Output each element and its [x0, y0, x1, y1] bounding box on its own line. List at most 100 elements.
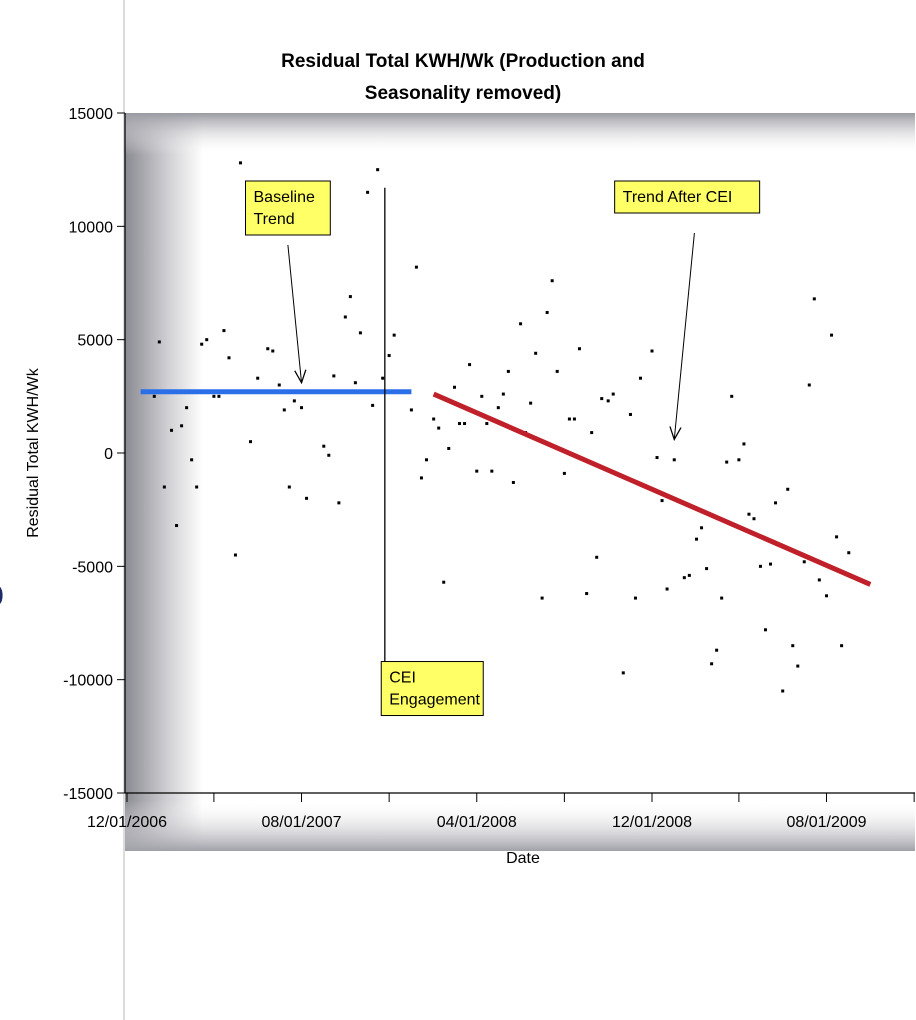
data-point	[485, 422, 489, 426]
data-point	[705, 567, 709, 571]
data-point	[774, 501, 778, 505]
data-point	[639, 376, 643, 380]
data-point	[545, 310, 549, 314]
data-point	[742, 442, 746, 446]
data-point	[200, 342, 204, 346]
x-tick-label: 08/01/2007	[261, 814, 341, 831]
data-point	[358, 331, 362, 335]
data-point	[292, 399, 296, 403]
data-point	[567, 417, 571, 421]
data-point	[475, 469, 479, 473]
data-point	[222, 329, 226, 333]
data-point	[238, 161, 242, 165]
data-point	[381, 376, 385, 380]
data-point	[277, 383, 281, 387]
data-point	[452, 385, 456, 389]
baseline-trend-annotation-box	[245, 180, 331, 236]
data-point	[376, 168, 380, 172]
data-point	[217, 394, 221, 398]
data-point	[175, 524, 179, 528]
y-tick-label: -10000	[63, 673, 113, 690]
data-point	[555, 369, 559, 373]
data-points	[152, 161, 851, 693]
y-tick-label: -15000	[63, 786, 113, 803]
data-point	[227, 356, 231, 360]
data-point	[600, 397, 604, 401]
data-point	[700, 526, 704, 530]
data-point	[170, 428, 174, 432]
data-point	[628, 412, 632, 416]
data-point	[529, 401, 533, 405]
data-point	[758, 564, 762, 568]
data-point	[585, 592, 589, 596]
data-point	[271, 349, 275, 353]
y-tick-label: 15000	[69, 106, 114, 123]
data-point	[511, 480, 515, 484]
baseline-trend-annotation-arrow	[287, 244, 302, 383]
data-point	[747, 512, 751, 516]
data-point	[190, 458, 194, 462]
data-point	[387, 354, 391, 358]
x-tick-label: 12/01/2006	[87, 814, 167, 831]
data-point	[424, 458, 428, 462]
data-point	[791, 644, 795, 648]
data-point	[463, 422, 467, 426]
data-point	[665, 587, 669, 591]
data-point	[710, 662, 714, 666]
x-tick-label: 04/01/2008	[437, 814, 517, 831]
trend-lines	[140, 389, 872, 587]
data-point	[332, 374, 336, 378]
x-tick-label: 08/01/2009	[786, 814, 866, 831]
data-point	[348, 295, 352, 299]
data-point	[282, 408, 286, 412]
data-point	[534, 351, 538, 355]
cei-engagement-annotation-text: Engagement	[389, 692, 480, 709]
data-point	[458, 422, 462, 426]
data-point	[327, 453, 331, 457]
data-point	[432, 417, 436, 421]
data-point	[781, 689, 785, 693]
trend-after-cei-annotation-text: Trend After CEI	[623, 189, 733, 206]
data-point	[725, 460, 729, 464]
trend-after-cei-annotation-box	[614, 180, 761, 214]
data-point	[266, 347, 270, 351]
data-point	[414, 265, 418, 269]
data-point	[590, 431, 594, 435]
data-point	[468, 363, 472, 367]
data-point	[287, 485, 291, 489]
post-cei-trend-line	[432, 391, 872, 587]
data-point	[305, 496, 309, 500]
data-point	[796, 664, 800, 668]
data-point	[501, 392, 505, 396]
data-point	[611, 392, 615, 396]
data-point	[847, 551, 851, 555]
data-point	[519, 322, 523, 326]
y-tick-label: 0	[104, 446, 113, 463]
y-axis: 15000 10000 5000 0 -5000 -10000 -15000	[63, 106, 126, 803]
data-point	[687, 573, 691, 577]
data-point	[769, 562, 773, 566]
data-point	[409, 408, 413, 412]
data-point	[506, 369, 510, 373]
data-point	[185, 406, 189, 410]
data-point	[447, 446, 451, 450]
data-point	[621, 671, 625, 675]
data-point	[195, 485, 199, 489]
data-point	[540, 596, 544, 600]
data-point	[180, 424, 184, 428]
data-point	[730, 394, 734, 398]
data-point	[825, 594, 829, 598]
side-glyph: ó	[0, 571, 4, 615]
annotations: Baseline Trend Trend After CEI CEI Engagemen…	[245, 180, 761, 717]
data-point	[682, 576, 686, 580]
data-point	[322, 444, 326, 448]
trend-after-cei-annotation-arrow	[674, 232, 695, 439]
chart-title-line-2: Seasonality removed)	[365, 83, 561, 104]
data-point	[419, 476, 423, 480]
data-point	[212, 394, 216, 398]
data-point	[353, 381, 357, 385]
data-point	[249, 440, 253, 444]
data-point	[595, 555, 599, 559]
y-tick-label: 5000	[77, 333, 113, 350]
